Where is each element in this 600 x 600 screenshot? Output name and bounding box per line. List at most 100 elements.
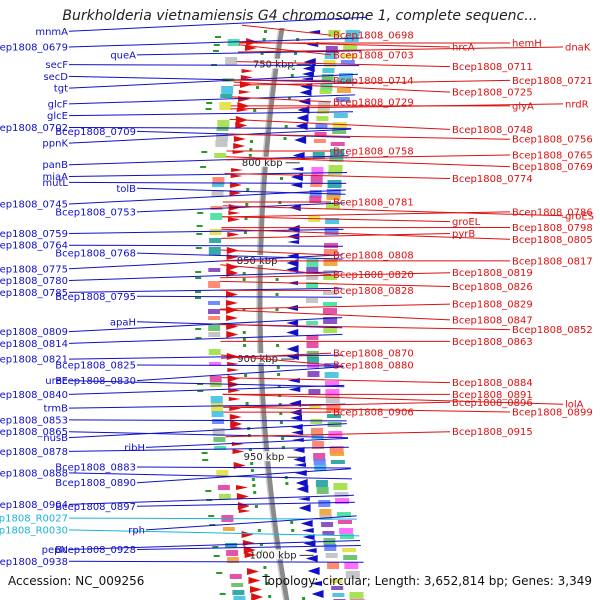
backbone-arc	[257, 28, 290, 600]
left-gene-label[interactable]: Bcep1808_0821	[0, 355, 68, 366]
left-gene-label[interactable]: Bcep1808_R0030	[0, 525, 68, 536]
left-gene-label[interactable]: Bcep1808_0764	[0, 241, 68, 252]
left-gene-label[interactable]: Bcep1808_0830	[55, 376, 136, 387]
left-gene-label[interactable]: Bcep1808_0759	[0, 229, 68, 240]
right-gene-label[interactable]: Bcep1808_0880	[333, 361, 414, 372]
left-gene-label[interactable]: mnmA	[35, 27, 68, 38]
right-gene-label[interactable]: Bcep1808_0798	[512, 223, 593, 234]
right-gene-label[interactable]: Bcep1808_0748	[452, 125, 533, 136]
left-gene-label[interactable]: ppnK	[42, 139, 68, 150]
right-gene-label[interactable]: Bcep1808_0703	[333, 50, 414, 61]
left-gene-label[interactable]: Bcep1808_0814	[0, 339, 68, 350]
right-gene-label[interactable]: Bcep1808_0906	[333, 408, 414, 419]
right-gene-label[interactable]: Bcep1808_0774	[452, 174, 533, 185]
right-gene-label[interactable]: Bcep1808_0765	[512, 150, 593, 161]
right-gene-label[interactable]: Bcep1808_0786	[512, 207, 593, 218]
feature-dot	[262, 38, 266, 41]
left-gene-label[interactable]: Bcep1808_0795	[55, 292, 136, 303]
right-gene-label[interactable]: Bcep1808_0817	[512, 256, 593, 267]
left-gene-label[interactable]: Bcep1808_0768	[55, 249, 136, 260]
left-gene-label[interactable]: Bcep1808_0938	[0, 557, 68, 568]
left-gene-label[interactable]: mutL	[42, 178, 68, 189]
left-gene-label[interactable]: Bcep1808_0780	[0, 276, 68, 287]
left-gene-label[interactable]: Bcep1808_0775	[0, 264, 68, 275]
left-gene-label[interactable]: Bcep1808_0825	[55, 361, 136, 372]
left-gene-label[interactable]: Bcep1808_0928	[55, 545, 136, 556]
right-gene-label[interactable]: Bcep1808_0829	[452, 300, 533, 311]
left-gene-label[interactable]: apaH	[110, 317, 136, 328]
left-gene-label[interactable]: Bcep1808_0709	[55, 127, 136, 138]
left-gene-label[interactable]: rph	[128, 525, 145, 536]
left-gene-label[interactable]: Bcep1808_0897	[55, 502, 136, 513]
feature-block	[208, 281, 221, 288]
left-gene-label[interactable]: Bcep1808_0679	[0, 43, 68, 54]
left-gene-label[interactable]: Bcep1808_0853	[0, 415, 68, 426]
left-gene-label[interactable]: Bcep1808_0785	[0, 288, 68, 299]
left-gene-label[interactable]: Bcep1808_R0027	[0, 514, 68, 525]
left-gene-label[interactable]: Bcep1808_0904	[0, 500, 68, 511]
left-gene-label[interactable]: glcF	[48, 99, 69, 110]
right-gene-label[interactable]: Bcep1808_0891	[452, 390, 533, 401]
left-gene-label[interactable]: Bcep1808_0883	[55, 463, 136, 474]
right-gene-label[interactable]: Bcep1808_0847	[452, 315, 533, 326]
left-gene-label[interactable]: Bcep1808_0865	[0, 427, 68, 438]
left-gene-label[interactable]: queA	[110, 50, 136, 61]
right-gene-label[interactable]: Bcep1808_0805	[512, 235, 593, 246]
left-gene-label[interactable]: nusB	[43, 433, 68, 444]
right-gene-label[interactable]: dnaK	[565, 43, 591, 54]
left-gene-label[interactable]: Bcep1808_0878	[0, 447, 68, 458]
right-gene-label[interactable]: Bcep1808_0863	[452, 337, 533, 348]
left-gene-label[interactable]: glcE	[47, 111, 68, 122]
left-gene-label[interactable]: Bcep1808_0753	[55, 207, 136, 218]
right-gene-label[interactable]: Bcep1808_0870	[333, 349, 414, 360]
left-gene-label[interactable]: Bcep1808_0888	[0, 468, 68, 479]
left-gene-label[interactable]: Bcep1808_0840	[0, 390, 68, 401]
right-gene-label[interactable]: Bcep1808_0711	[452, 62, 533, 73]
right-gene-label[interactable]: Bcep1808_0729	[333, 97, 414, 108]
left-gene-label[interactable]: miaA	[43, 172, 69, 183]
left-leader-line	[136, 468, 351, 484]
right-gene-label[interactable]: groEL	[452, 217, 481, 228]
right-gene-label[interactable]: Bcep1808_0820	[333, 270, 414, 281]
left-gene-label[interactable]: ribH	[124, 443, 145, 454]
left-gene-label[interactable]: Bcep1808_0745	[0, 200, 68, 211]
left-gene-label[interactable]: tgt	[54, 84, 68, 95]
right-gene-label[interactable]: Bcep1808_0828	[333, 286, 414, 297]
feature-block	[334, 492, 349, 497]
left-gene-label[interactable]: tolB	[116, 184, 136, 195]
right-gene-label[interactable]: hrcA	[452, 43, 475, 54]
right-gene-label[interactable]: Bcep1808_0698	[333, 31, 414, 42]
right-gene-label[interactable]: pyrB	[452, 229, 475, 240]
right-gene-label[interactable]: Bcep1808_0826	[452, 282, 533, 293]
right-gene-label[interactable]: hemH	[512, 39, 542, 50]
left-gene-label[interactable]: panB	[42, 160, 68, 171]
left-gene-label[interactable]: trmB	[44, 404, 69, 415]
left-gene-label[interactable]: secD	[43, 72, 68, 83]
left-gene-label[interactable]: ureE	[45, 376, 68, 387]
right-gene-label[interactable]: Bcep1808_0884	[452, 378, 533, 389]
right-gene-label[interactable]: Bcep1808_0781	[333, 198, 414, 209]
right-gene-label[interactable]: Bcep1808_0714	[333, 76, 414, 87]
right-gene-label[interactable]: Bcep1808_0725	[452, 88, 533, 99]
left-gene-label[interactable]: Bcep1808_0702	[0, 123, 68, 134]
right-gene-label[interactable]: Bcep1808_0915	[452, 427, 533, 438]
right-gene-label[interactable]: Bcep1808_0852	[512, 325, 593, 336]
right-gene-label[interactable]: Bcep1808_0808	[333, 251, 414, 262]
right-gene-label[interactable]: Bcep1808_0721	[512, 76, 593, 87]
right-gene-label[interactable]: nrdR	[565, 99, 589, 110]
right-gene-label[interactable]: Bcep1808_0899	[512, 408, 593, 419]
left-gene-label[interactable]: pepN	[42, 545, 68, 556]
right-gene-label[interactable]: groES	[565, 211, 594, 222]
right-gene-label[interactable]: Bcep1808_0769	[512, 162, 593, 173]
right-gene-label[interactable]: glyA	[512, 101, 534, 112]
feature-arrow-right	[231, 442, 244, 446]
right-gene-label[interactable]: lolA	[565, 400, 584, 411]
right-gene-label[interactable]: Bcep1808_0758	[333, 147, 414, 158]
right-gene-label[interactable]: Bcep1808_0819	[452, 268, 533, 279]
right-gene-label[interactable]: Bcep1808_0756	[512, 135, 593, 146]
right-gene-label[interactable]: Bcep1808_0896	[452, 398, 533, 409]
left-gene-label[interactable]: Bcep1808_0809	[0, 327, 68, 338]
left-gene-label[interactable]: secF	[45, 60, 68, 71]
left-gene-label[interactable]: Bcep1808_0890	[55, 478, 136, 489]
